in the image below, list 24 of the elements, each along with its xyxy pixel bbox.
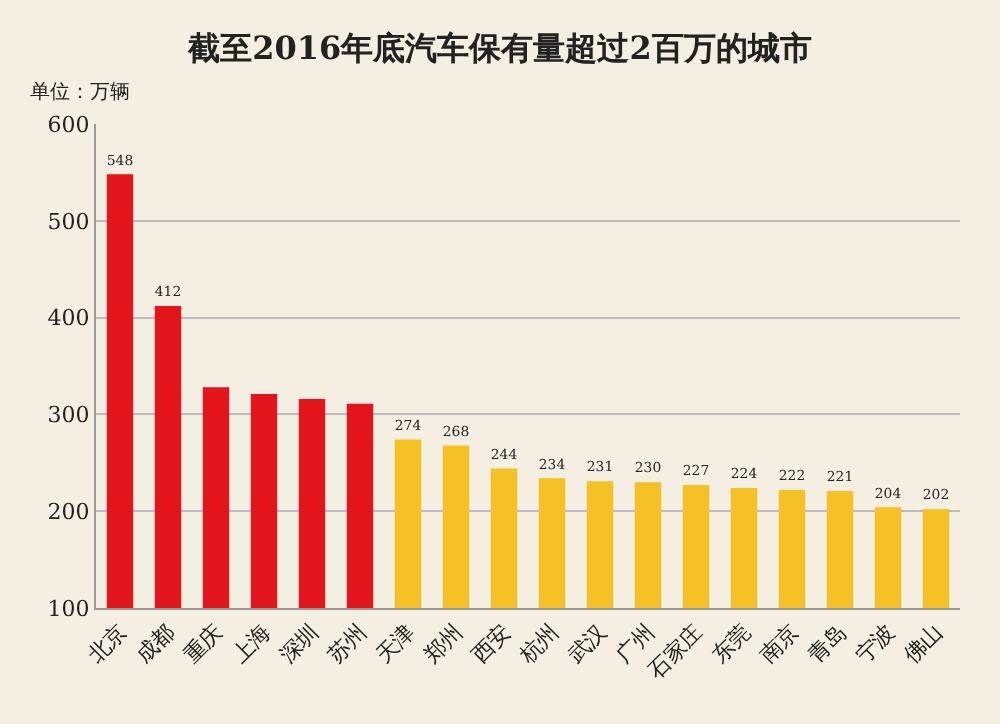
x-tick-label: 重庆 bbox=[178, 619, 229, 669]
x-tick-label: 郑州 bbox=[418, 619, 469, 669]
y-tick-label: 600 bbox=[47, 111, 90, 138]
x-tick-label: 南京 bbox=[754, 619, 805, 669]
chart-title: 截至2016年底汽车保有量超过2百万的城市 bbox=[186, 28, 812, 67]
x-tick-label: 宁波 bbox=[850, 619, 901, 669]
y-tick-label: 300 bbox=[47, 402, 90, 429]
x-tick-label: 深圳 bbox=[274, 619, 325, 669]
x-tick-label: 东莞 bbox=[706, 619, 757, 669]
x-tick-label: 武汉 bbox=[562, 619, 613, 669]
y-tick-label: 400 bbox=[47, 305, 90, 332]
x-tick-label: 北京 bbox=[82, 619, 133, 669]
y-tick-label: 200 bbox=[47, 498, 90, 525]
x-tick-label: 杭州 bbox=[513, 619, 565, 670]
x-tick-label: 上海 bbox=[226, 619, 277, 669]
x-tick-label: 佛山 bbox=[898, 619, 949, 669]
y-axis-title: 单位：万辆 bbox=[30, 80, 130, 104]
x-tick-label: 苏州 bbox=[322, 619, 373, 669]
x-tick-label: 西安 bbox=[466, 619, 517, 669]
x-tick-label: 青岛 bbox=[802, 619, 853, 669]
y-tick-label: 100 bbox=[47, 595, 90, 622]
x-tick-label: 天津 bbox=[370, 619, 421, 669]
y-tick-label: 500 bbox=[47, 208, 90, 235]
x-tick-label: 成都 bbox=[130, 619, 181, 669]
